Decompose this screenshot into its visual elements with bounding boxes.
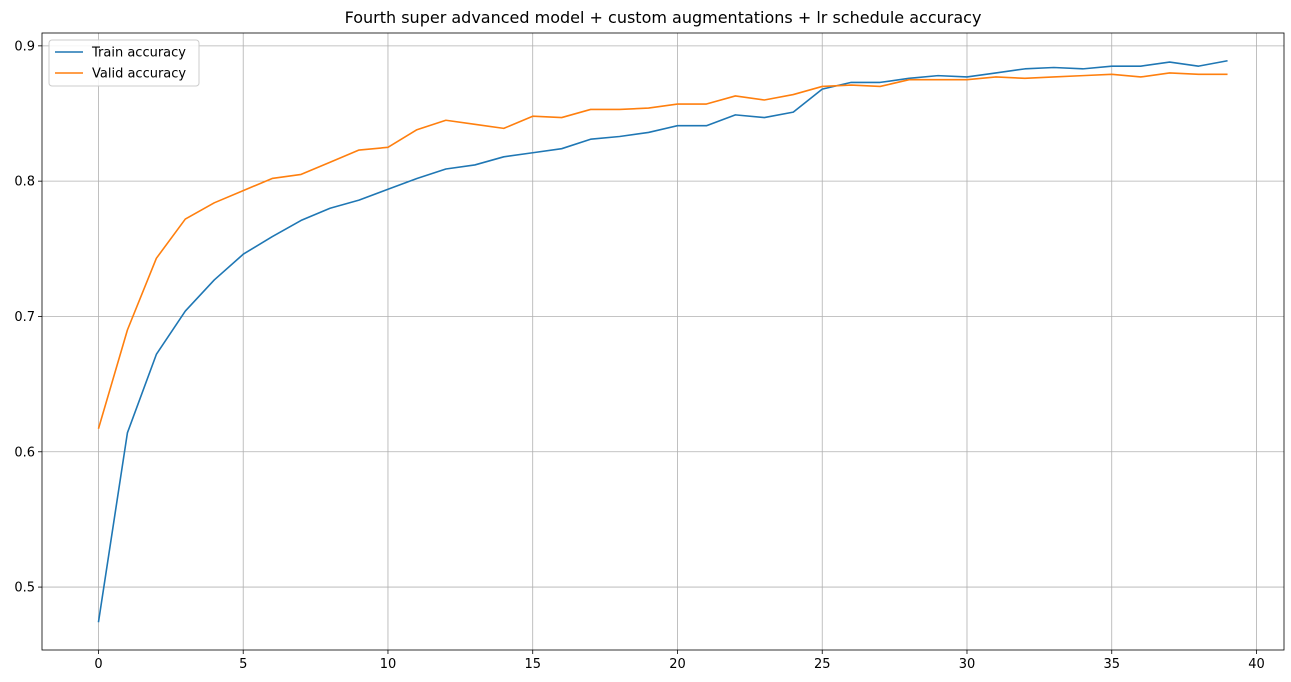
y-tick-label: 0.6 bbox=[14, 445, 35, 460]
series-line-train-accuracy bbox=[97, 59, 1228, 623]
series-line-valid-accuracy bbox=[97, 72, 1228, 429]
series-lines bbox=[97, 59, 1228, 623]
chart-title: Fourth super advanced model + custom aug… bbox=[345, 8, 982, 27]
x-tick-label: 25 bbox=[814, 657, 831, 672]
y-tick-label: 0.7 bbox=[14, 310, 35, 325]
grid bbox=[42, 33, 1284, 650]
x-tick-label: 0 bbox=[94, 657, 102, 672]
x-tick-label: 40 bbox=[1248, 657, 1265, 672]
y-tick-label: 0.5 bbox=[14, 581, 35, 596]
legend-box bbox=[48, 39, 200, 87]
axes: 0 5 10 15 20 25 30 35 40 0.5 0.6 0.7 0.8 0.9 bbox=[14, 32, 1285, 672]
y-tick-label: 0.9 bbox=[14, 39, 35, 54]
legend-label: Valid accuracy bbox=[92, 67, 186, 82]
legend: Train accuracy Valid accuracy bbox=[48, 39, 200, 87]
x-tick-label: 10 bbox=[380, 657, 397, 672]
x-tick-label: 5 bbox=[239, 657, 247, 672]
legend-label: Train accuracy bbox=[91, 46, 186, 61]
x-tick-label: 20 bbox=[669, 657, 686, 672]
x-tick-label: 35 bbox=[1103, 657, 1120, 672]
y-tick-label: 0.8 bbox=[14, 175, 35, 190]
x-tick-label: 30 bbox=[959, 657, 976, 672]
plot-frame bbox=[41, 32, 1285, 651]
x-tick-label: 15 bbox=[524, 657, 541, 672]
